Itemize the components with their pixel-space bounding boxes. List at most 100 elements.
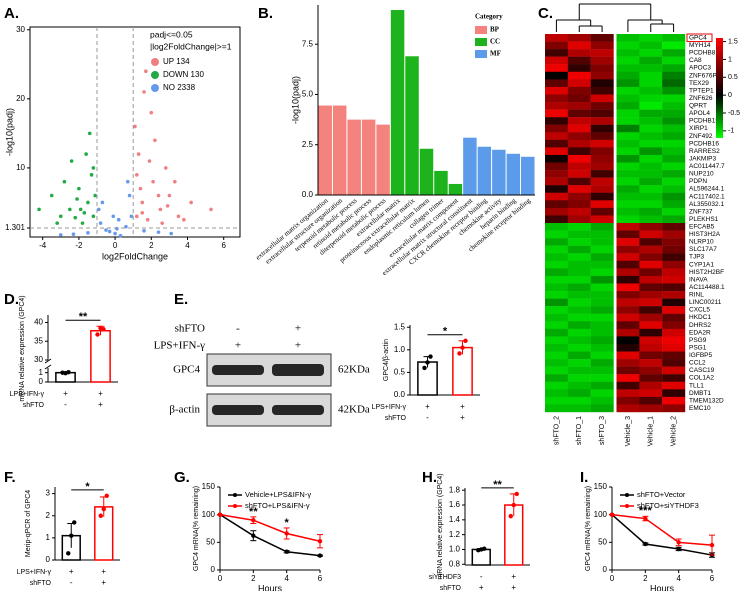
heat-cell xyxy=(662,275,686,284)
heat-cell xyxy=(639,275,663,284)
heat-cell xyxy=(639,109,663,118)
panel-label: A. xyxy=(4,5,19,22)
heat-cell xyxy=(545,49,569,57)
heat-cell xyxy=(545,79,569,88)
heat-cell xyxy=(590,321,614,330)
heat-cell xyxy=(616,291,640,299)
heat-cell xyxy=(639,49,663,57)
x-tick-label: 2 xyxy=(643,574,648,583)
heat-cell xyxy=(545,56,569,65)
heat-cell xyxy=(639,154,663,163)
row-label: TPTEP1 xyxy=(689,87,714,94)
heat-cell xyxy=(545,260,569,269)
heat-cell xyxy=(567,154,591,163)
marker xyxy=(709,542,715,548)
heat-cell xyxy=(545,328,569,337)
heat-cell xyxy=(545,275,569,284)
heat-cell xyxy=(616,64,640,72)
row-label: TJP3 xyxy=(689,254,705,261)
heat-cell xyxy=(590,283,614,292)
point xyxy=(508,513,513,519)
colorbar-label: 0 xyxy=(728,92,732,99)
heat-cell xyxy=(567,381,591,390)
heat-cell xyxy=(590,41,614,50)
heat-cell xyxy=(639,404,663,413)
heat-cell xyxy=(545,124,569,133)
condition-sign: + xyxy=(101,578,106,587)
heat-cell xyxy=(567,253,591,261)
heat-cell xyxy=(590,102,614,110)
heat-cell xyxy=(567,283,591,292)
colorbar-label: -0.5 xyxy=(728,110,740,117)
heat-cell xyxy=(567,223,591,231)
heat-cell xyxy=(616,343,640,352)
row-label: NLRP10 xyxy=(689,239,714,246)
axis-break xyxy=(44,364,52,370)
significance: * xyxy=(443,326,448,338)
heat-cell xyxy=(545,154,569,163)
point xyxy=(78,207,83,212)
heat-cell xyxy=(662,215,686,224)
heat-cell xyxy=(590,56,614,65)
bar xyxy=(405,56,419,196)
heat-cell xyxy=(545,313,569,322)
heat-cell xyxy=(567,321,591,330)
point xyxy=(93,193,97,198)
heat-cell xyxy=(590,238,614,246)
heat-cell xyxy=(590,291,614,299)
marker xyxy=(609,512,615,517)
heat-cell xyxy=(662,223,686,231)
condition-sign: + xyxy=(460,413,465,422)
condition-label: shFTO xyxy=(385,415,407,422)
y-tick-label: 0 xyxy=(46,555,51,564)
marker xyxy=(317,539,323,544)
heat-cell xyxy=(639,374,663,382)
heat-cell xyxy=(662,321,686,330)
heat-cell xyxy=(567,132,591,141)
heat-cell xyxy=(567,170,591,178)
heat-cell xyxy=(639,313,663,322)
heat-cell xyxy=(567,328,591,337)
heat-cell xyxy=(639,162,663,171)
heat-cell xyxy=(545,86,569,95)
legend-title: Category xyxy=(475,13,503,21)
heat-cell xyxy=(616,207,640,216)
heat-cell xyxy=(590,336,614,345)
heat-cell xyxy=(545,132,569,141)
heat-cell xyxy=(567,139,591,148)
legend-swatch xyxy=(475,26,487,34)
point xyxy=(95,332,100,337)
legend-label: Vehicle+LPS&IFN-γ xyxy=(245,490,311,499)
heat-cell xyxy=(616,94,640,103)
row-label: IGFBP5 xyxy=(689,352,713,359)
heat-cell xyxy=(616,124,640,133)
x-tick-label: 4 xyxy=(284,574,289,583)
line xyxy=(611,514,713,556)
heat-cell xyxy=(639,117,663,125)
panel-label: F. xyxy=(4,469,16,486)
heat-cell xyxy=(639,132,663,141)
heat-cell xyxy=(590,177,614,186)
heat-cell xyxy=(545,336,569,345)
point xyxy=(149,110,154,115)
heat-cell xyxy=(590,260,614,269)
heat-cell xyxy=(590,124,614,133)
heat-cell xyxy=(567,366,591,375)
condition-label: LPS+IFN-γ xyxy=(372,404,407,411)
row-label: SLC17A7 xyxy=(689,246,717,253)
colorbar-label: 0.5 xyxy=(728,74,738,81)
point xyxy=(428,354,433,359)
row-label: APOL4 xyxy=(689,110,710,117)
point xyxy=(80,221,85,225)
y-axis-label: GPC4 mRNA(% remaining) xyxy=(585,486,592,571)
row-label: HIST2H2BF xyxy=(689,269,724,276)
heat-cell xyxy=(545,34,569,42)
point xyxy=(158,207,163,212)
row-label: EDA2R xyxy=(689,329,711,336)
y-tick-label: 1 xyxy=(39,368,44,377)
condition-label: LPS+IFN-γ xyxy=(10,391,45,398)
heat-cell xyxy=(639,147,663,156)
point xyxy=(58,214,63,219)
heat-cell xyxy=(639,79,663,88)
